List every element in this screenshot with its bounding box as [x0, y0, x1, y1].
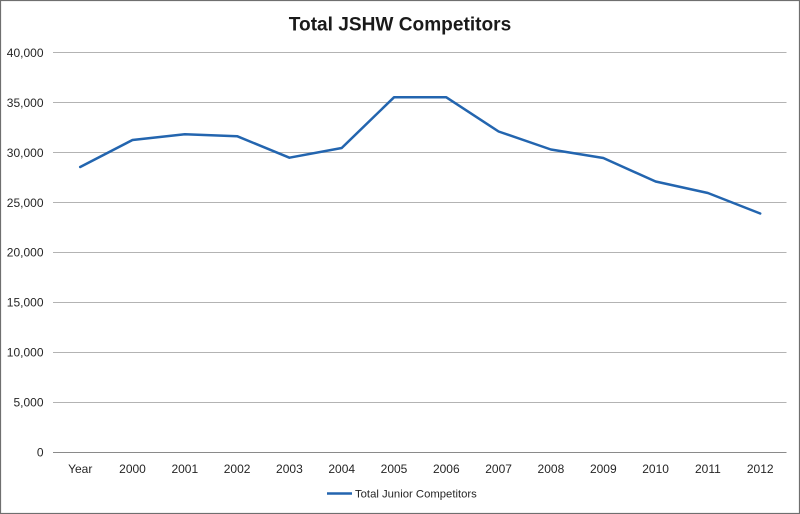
- svg-text:15,000: 15,000: [7, 296, 44, 310]
- svg-text:25,000: 25,000: [7, 196, 44, 210]
- svg-text:2008: 2008: [538, 462, 565, 476]
- svg-text:35,000: 35,000: [7, 96, 44, 110]
- svg-text:Year: Year: [68, 462, 92, 476]
- svg-text:2010: 2010: [642, 462, 669, 476]
- svg-text:2005: 2005: [381, 462, 408, 476]
- svg-text:2003: 2003: [276, 462, 303, 476]
- svg-text:2001: 2001: [171, 462, 198, 476]
- svg-text:Total Junior Competitors: Total Junior Competitors: [355, 489, 477, 501]
- svg-text:20,000: 20,000: [7, 246, 44, 260]
- svg-text:30,000: 30,000: [7, 146, 44, 160]
- svg-text:Total JSHW Competitors: Total JSHW Competitors: [289, 15, 511, 36]
- svg-text:2006: 2006: [433, 462, 460, 476]
- svg-text:2000: 2000: [119, 462, 146, 476]
- svg-text:0: 0: [37, 446, 44, 460]
- svg-text:2004: 2004: [328, 462, 355, 476]
- svg-text:2009: 2009: [590, 462, 617, 476]
- svg-text:2011: 2011: [695, 462, 721, 476]
- svg-text:2007: 2007: [485, 462, 512, 476]
- svg-text:10,000: 10,000: [7, 346, 44, 360]
- svg-text:2012: 2012: [747, 462, 774, 476]
- svg-text:2002: 2002: [224, 462, 251, 476]
- svg-text:40,000: 40,000: [7, 46, 44, 60]
- svg-text:5,000: 5,000: [13, 396, 43, 410]
